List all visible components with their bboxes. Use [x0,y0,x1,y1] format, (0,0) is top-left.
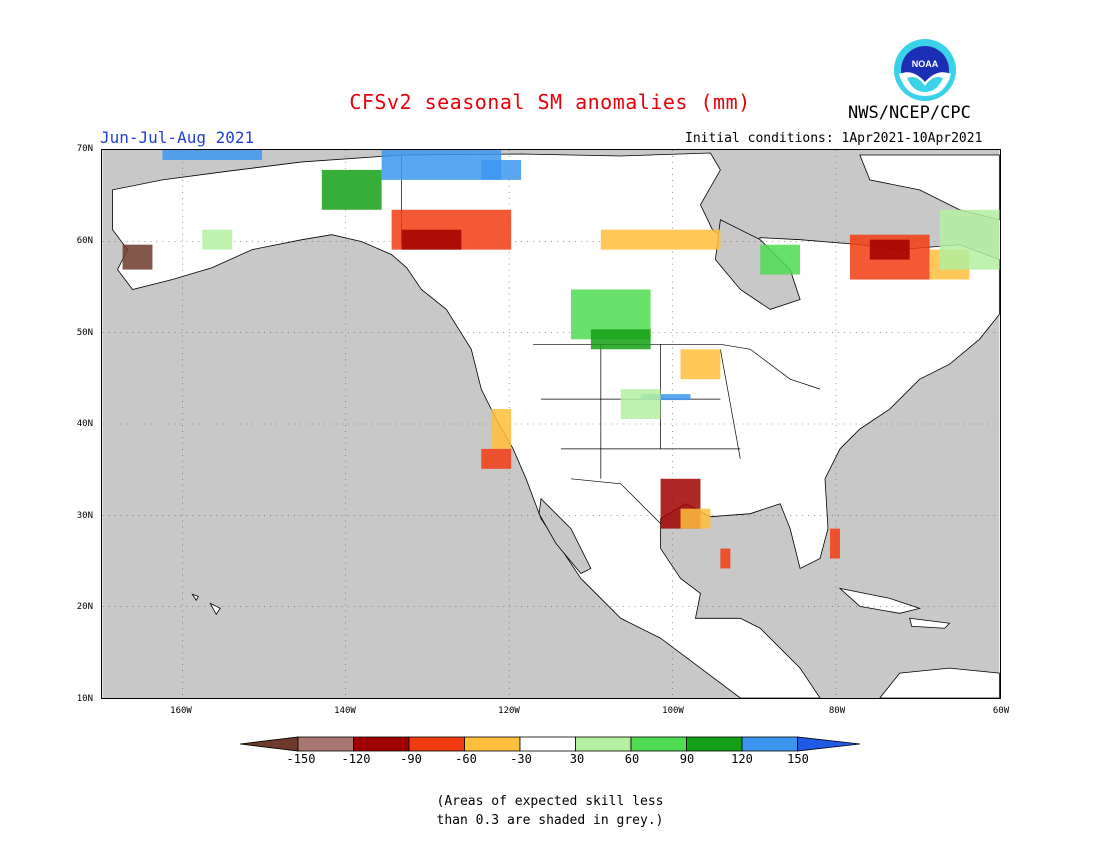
anomaly-patch [202,229,233,250]
anomaly-cells [122,150,1000,569]
caribbean-islands [838,587,951,629]
lat-label: 20N [76,602,93,612]
lon-label: 140W [334,706,356,716]
anomaly-patch [481,448,512,469]
anomaly-patch [640,394,691,401]
colorbar-tick-label: -120 [341,752,371,766]
anomaly-patch [481,159,522,180]
colorbar-legend [240,736,860,752]
colorbar-tick-label: -150 [286,752,316,766]
colorbar-tick-label: 120 [731,752,753,766]
colorbar-segment [297,736,354,752]
anomaly-patch [321,169,382,210]
colorbar-tick-label: 90 [679,752,695,766]
lat-label: 70N [76,144,93,154]
noaa-logo-icon: NOAA [894,39,956,101]
colorbar-tick-label: -60 [455,752,477,766]
anomaly-patch [122,244,153,270]
colorbar-segment [686,736,743,752]
colorbar-tick-label: 60 [624,752,640,766]
arctic-islands [859,154,1000,221]
colorbar-arrow-high [797,736,860,752]
colorbar-segment [408,736,465,752]
anomaly-patch [680,349,721,380]
anomaly-map [101,149,1001,699]
lat-label: 50N [76,328,93,338]
anomaly-patch [162,150,263,160]
agency-label: NWS/NCEP/CPC [848,103,971,123]
anomaly-patch [720,548,731,569]
chart-title: CFSv2 seasonal SM anomalies (mm) [349,90,751,114]
lon-label: 120W [498,706,520,716]
colorbar-segment [630,736,687,752]
colorbar-segment [353,736,410,752]
skill-note-line: than 0.3 are shaded in grey.) [436,813,664,828]
anomaly-patch [680,508,711,529]
colorbar-segment [575,736,632,752]
lat-label: 30N [76,511,93,521]
lon-label: 60W [992,706,1010,716]
hudson-bay [714,219,801,310]
hawaii-islands [191,593,221,616]
lat-label: 60N [76,236,93,246]
colorbar-tick-label: 30 [569,752,585,766]
colorbar-arrow-low [240,736,299,752]
anomaly-patch [401,229,462,250]
anomaly-patch [829,528,840,559]
colorbar-segment [464,736,521,752]
lat-label: 10N [76,694,93,704]
anomaly-patch [939,209,1000,270]
skill-note-line: (Areas of expected skill less [436,794,664,809]
season-label: Jun-Jul-Aug 2021 [100,128,255,147]
anomaly-patch [869,239,910,260]
svg-text:NOAA: NOAA [912,59,939,69]
colorbar-segment [519,736,576,752]
anomaly-patch [760,244,801,275]
skill-note: (Areas of expected skill less than 0.3 a… [0,792,1100,830]
colorbar-segment [741,736,798,752]
anomaly-patch [620,389,661,420]
lat-label: 40N [76,419,93,429]
initial-conditions-label: Initial conditions: 1Apr2021-10Apr2021 [685,131,983,146]
anomaly-patch [590,329,651,350]
colorbar-tick-label: -90 [400,752,422,766]
lon-label: 100W [662,706,684,716]
anomaly-patch [600,229,721,250]
colorbar-tick-label: 150 [787,752,809,766]
lon-label: 80W [828,706,846,716]
south-america [879,667,1000,698]
anomaly-patch [491,409,512,449]
colorbar-tick-label: -30 [510,752,532,766]
lon-label: 160W [170,706,192,716]
gulf-of-california [538,497,592,574]
